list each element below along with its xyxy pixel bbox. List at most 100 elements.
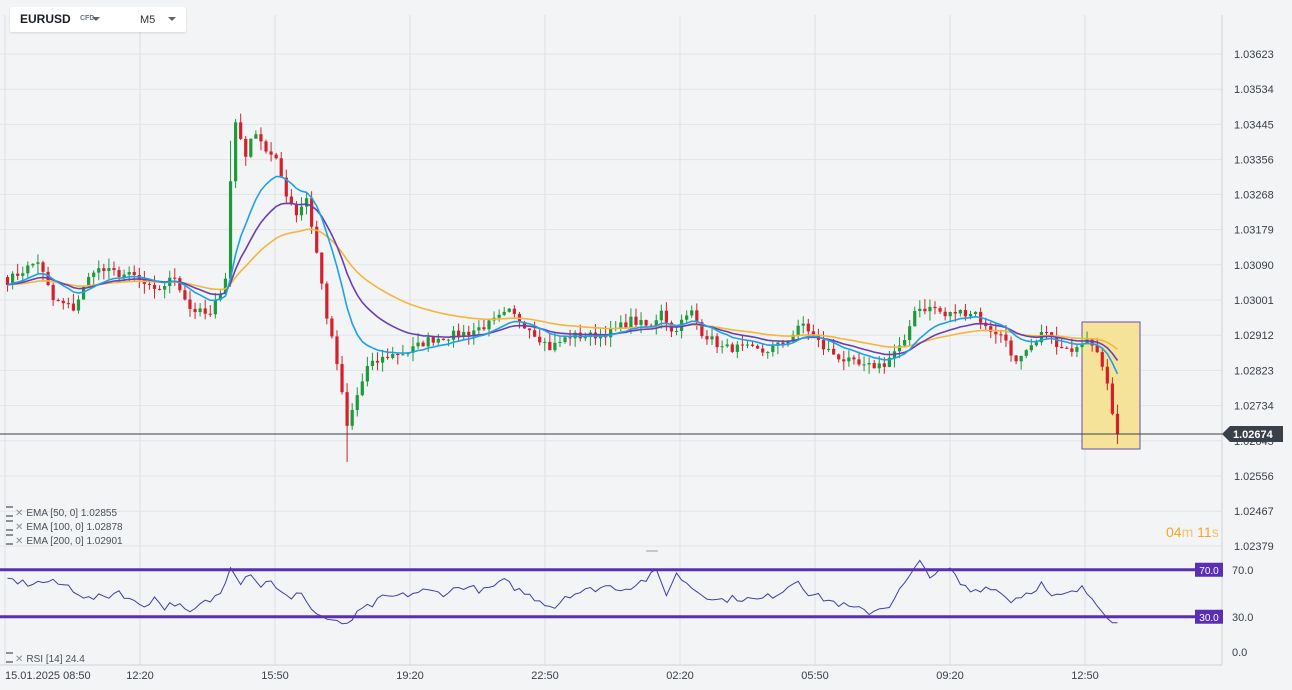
candle-body [837, 354, 841, 360]
candle-body [436, 338, 440, 343]
candle-body [821, 339, 826, 350]
candle-body [1049, 332, 1054, 336]
candle-body [502, 311, 506, 315]
candle-body [690, 310, 694, 316]
candle-body [1105, 366, 1109, 384]
candle-countdown: 04m 11s [1166, 524, 1219, 540]
candle-body [249, 138, 253, 157]
price-tick-label: 1.03623 [1234, 49, 1274, 61]
chevron-down-icon[interactable] [92, 17, 100, 21]
candle-body [1090, 339, 1094, 346]
ema-100-line [7, 202, 1119, 361]
indicator-legend-rsi[interactable]: ✕ RSI [14] 24.4 [6, 652, 85, 665]
indicator-value: 1.02878 [86, 522, 123, 533]
candle-body [832, 348, 836, 355]
candle-body [51, 284, 55, 301]
candle-body [750, 344, 755, 346]
candle-body [644, 320, 648, 326]
indicator-legend-ema50[interactable]: ✕ EMA [50, 0] 1.02855 [6, 506, 117, 519]
candle-body [634, 316, 638, 325]
candle-body [330, 318, 334, 337]
candle-body [563, 337, 567, 343]
candle-body [1100, 352, 1104, 367]
candle-body [654, 320, 658, 327]
candle-body [1004, 334, 1008, 341]
indicator-value: 24.4 [65, 654, 85, 665]
close-icon[interactable]: ✕ [15, 508, 24, 519]
indicator-legend-ema100[interactable]: ✕ EMA [100, 0] 1.02878 [6, 520, 123, 533]
symbol-label[interactable]: EURUSD [20, 12, 71, 26]
candle-body [163, 286, 167, 290]
candle-body [26, 265, 30, 274]
settings-icon[interactable] [6, 652, 13, 663]
candle-body [913, 311, 917, 327]
candle-body [21, 273, 25, 276]
chevron-down-icon[interactable] [168, 17, 176, 21]
indicator-legend-ema200[interactable]: ✕ EMA [200, 0] 1.02901 [6, 534, 123, 547]
candle-body [695, 310, 699, 323]
candle-body [710, 336, 714, 340]
candle-body [193, 308, 197, 313]
candle-body [264, 141, 268, 152]
instrument-selector[interactable]: EURUSD CFD M5 [10, 7, 186, 32]
candle-body [482, 327, 486, 330]
candle-body [1075, 347, 1079, 352]
candle-body [198, 308, 202, 313]
candle-body [102, 268, 106, 272]
ema-50-line [7, 175, 1119, 375]
candle-body [365, 365, 369, 382]
close-icon[interactable]: ✕ [15, 522, 24, 533]
candle-body [157, 288, 162, 290]
candle-body [269, 151, 273, 155]
price-tick-label: 1.02823 [1234, 365, 1274, 377]
candle-body [882, 363, 886, 367]
candle-body [16, 273, 20, 276]
close-icon[interactable]: ✕ [15, 654, 24, 665]
candle-body [720, 346, 724, 348]
candle-body [918, 308, 922, 312]
candle-body [97, 268, 101, 273]
candle-body [411, 346, 415, 353]
settings-icon[interactable] [6, 520, 13, 531]
candle-body [842, 359, 846, 362]
candle-body [999, 334, 1003, 336]
candle-body [87, 276, 91, 287]
candle-body [178, 278, 182, 291]
candle-body [533, 330, 537, 337]
price-tick-label: 1.02379 [1234, 541, 1274, 553]
candle-body [66, 303, 70, 305]
settings-icon[interactable] [6, 506, 13, 517]
candle-body [583, 337, 587, 339]
candle-body [887, 357, 891, 367]
candle-body [355, 395, 359, 410]
candle-body [457, 330, 461, 337]
candle-body [335, 336, 339, 365]
candle-body [847, 357, 851, 362]
settings-icon[interactable] [6, 534, 13, 545]
candle-body [786, 341, 790, 345]
close-icon[interactable]: ✕ [15, 536, 24, 547]
candle-body [1044, 331, 1049, 333]
price-tick-label: 1.03445 [1234, 119, 1274, 131]
rsi-level-label: 30.0 [1199, 613, 1219, 624]
candle-body [973, 311, 978, 315]
candle-body [36, 262, 40, 264]
candle-body [867, 363, 871, 365]
time-tick-label: 12:20 [126, 670, 154, 682]
panel-divider-handle[interactable] [646, 550, 658, 552]
candle-body [462, 331, 466, 337]
price-tick-label: 1.03268 [1234, 189, 1274, 201]
candle-body [112, 268, 116, 271]
candle-body [380, 356, 385, 363]
rsi-level-label: 70.0 [1199, 566, 1219, 577]
candle-body [234, 122, 238, 182]
candle-body [958, 310, 962, 314]
timeframe-label[interactable]: M5 [140, 14, 156, 26]
candle-body [203, 308, 207, 314]
time-tick-label: 15.01.2025 08:50 [5, 670, 91, 682]
rsi-axis-label: 30.0 [1232, 612, 1253, 624]
candle-body [304, 198, 309, 207]
candle-body [218, 293, 222, 300]
time-tick-label: 19:20 [396, 670, 424, 682]
